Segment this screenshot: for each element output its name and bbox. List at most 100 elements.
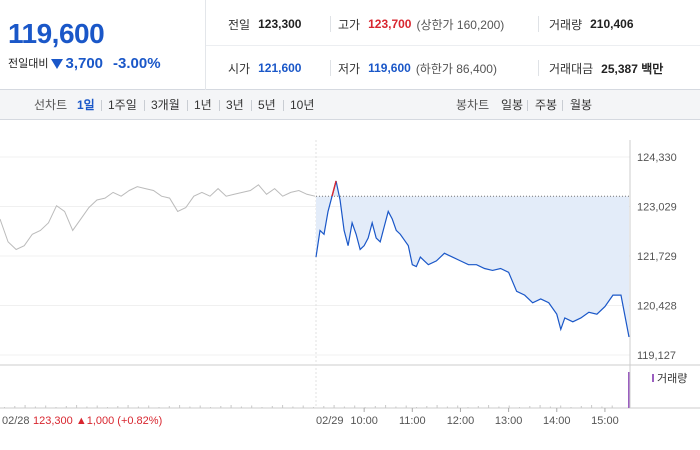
volume-bar xyxy=(148,405,150,408)
volume-bar xyxy=(508,405,510,408)
divider xyxy=(187,100,188,111)
volume-bar xyxy=(292,406,294,408)
tab-1w[interactable]: 1주일 xyxy=(108,98,137,112)
volume-bar xyxy=(354,405,356,408)
stat-value: 123,700 xyxy=(368,17,412,31)
volume-bar xyxy=(323,406,325,408)
volume-bar xyxy=(446,406,448,408)
y-tick-label: 121,729 xyxy=(637,251,677,263)
stat-high: 고가 123,700 (상한가 160,200) xyxy=(338,15,504,33)
stat-low: 저가 119,600 (하한가 86,400) xyxy=(338,59,497,77)
tab-3y[interactable]: 3년 xyxy=(226,98,244,112)
stat-value: 121,600 xyxy=(258,61,302,75)
volume-bar xyxy=(179,405,181,408)
x-tick-label: 10:00 xyxy=(350,415,378,427)
stat-label: 거래대금 xyxy=(549,61,594,76)
stat-amount: 거래대금 25,387 백만 xyxy=(549,59,663,77)
volume-bar xyxy=(570,407,572,408)
stat-prev-close: 전일 123,300 xyxy=(228,15,301,33)
stat-value: 123,300 xyxy=(258,17,302,31)
tab-3m[interactable]: 3개월 xyxy=(151,98,180,112)
volume-bar xyxy=(498,406,500,408)
volume-bar xyxy=(14,406,16,408)
volume-bar xyxy=(488,405,490,408)
volume-bar xyxy=(385,405,387,408)
volume-bar xyxy=(416,407,417,408)
today-date: 02/29 xyxy=(316,415,344,427)
stat-value: 25,387 백만 xyxy=(601,61,664,76)
change-value: 3,700 xyxy=(65,54,104,72)
volume-bar xyxy=(539,405,541,408)
volume-bar xyxy=(374,406,376,408)
change-percent: -3.00% xyxy=(113,54,161,72)
volume-bar xyxy=(549,406,551,408)
y-tick-label: 123,029 xyxy=(637,202,677,214)
x-tick-label: 15:00 xyxy=(591,415,619,427)
upper-limit: (상한가 160,200) xyxy=(416,17,505,32)
candle-chart-label: 봉차트 xyxy=(456,98,490,112)
stat-label: 저가 xyxy=(338,61,361,76)
x-tick-label: 11:00 xyxy=(399,415,426,427)
stat-label: 전일 xyxy=(228,17,251,32)
tab-5y[interactable]: 5년 xyxy=(258,98,276,112)
volume-bar xyxy=(467,407,469,408)
tab-daily-candle[interactable]: 일봉 xyxy=(501,98,524,112)
volume-bar xyxy=(601,406,603,408)
volume-bar xyxy=(189,406,191,408)
volume-bar xyxy=(271,406,273,408)
volume-bar xyxy=(457,405,459,408)
volume-legend-swatch xyxy=(652,374,654,382)
volume-bar xyxy=(96,405,98,408)
tab-1d[interactable]: 1일 xyxy=(77,98,95,112)
divider xyxy=(101,100,102,111)
volume-legend: 거래량 xyxy=(657,372,687,385)
volume-bar xyxy=(107,407,108,408)
volume-bar xyxy=(436,405,438,408)
volume-bar xyxy=(34,406,36,408)
stat-label: 거래량 xyxy=(549,17,583,32)
volume-bar xyxy=(519,407,520,408)
price-chart-svg: 124,330 123,029 121,729 120,428 119,127 10:00… xyxy=(0,140,700,427)
x-tick-label: 12:00 xyxy=(447,415,475,427)
change-row: 전일대비 3,700 -3.00% xyxy=(8,54,161,72)
volume-bar xyxy=(55,407,57,408)
divider xyxy=(219,100,220,111)
volume-bar xyxy=(251,405,253,408)
y-tick-label: 120,428 xyxy=(637,301,677,313)
volume-bar xyxy=(611,405,613,408)
volume-bar xyxy=(405,405,407,408)
x-tick-label: 14:00 xyxy=(543,415,571,427)
volume-bar xyxy=(364,407,366,408)
stat-open: 시가 121,600 xyxy=(228,59,301,77)
line-chart-label: 선차트 xyxy=(34,98,68,112)
tab-weekly-candle[interactable]: 주봉 xyxy=(535,98,558,112)
volume-bar xyxy=(127,405,129,408)
y-tick-label: 124,330 xyxy=(637,152,677,164)
tab-monthly-candle[interactable]: 월봉 xyxy=(570,98,593,112)
volume-bar xyxy=(158,407,160,408)
volume-bar xyxy=(529,406,531,408)
volume-bar xyxy=(199,405,201,408)
volume-bar xyxy=(230,405,232,408)
divider xyxy=(283,100,284,111)
volume-bar xyxy=(24,405,26,408)
lower-limit: (하한가 86,400) xyxy=(415,61,497,76)
current-price-box: 119,600 전일대비 3,700 -3.00% xyxy=(0,0,206,90)
price-summary: 119,600 전일대비 3,700 -3.00% 전일 123,300 고가 … xyxy=(0,0,700,90)
tab-1y[interactable]: 1년 xyxy=(194,98,212,112)
divider xyxy=(562,100,563,111)
stat-volume: 거래량 210,406 xyxy=(549,15,634,33)
divider xyxy=(538,16,539,32)
volume-bar xyxy=(45,405,47,408)
volume-bar xyxy=(426,406,428,408)
current-price: 119,600 xyxy=(8,18,105,49)
volume-bar xyxy=(313,407,314,408)
volume-bar xyxy=(282,405,284,408)
price-chart: 124,330 123,029 121,729 120,428 119,127 10:00… xyxy=(0,120,700,450)
stat-value: 119,600 xyxy=(368,61,411,75)
divider xyxy=(330,16,331,32)
down-triangle-icon xyxy=(51,59,64,69)
tab-10y[interactable]: 10년 xyxy=(290,98,315,112)
divider xyxy=(330,60,331,76)
